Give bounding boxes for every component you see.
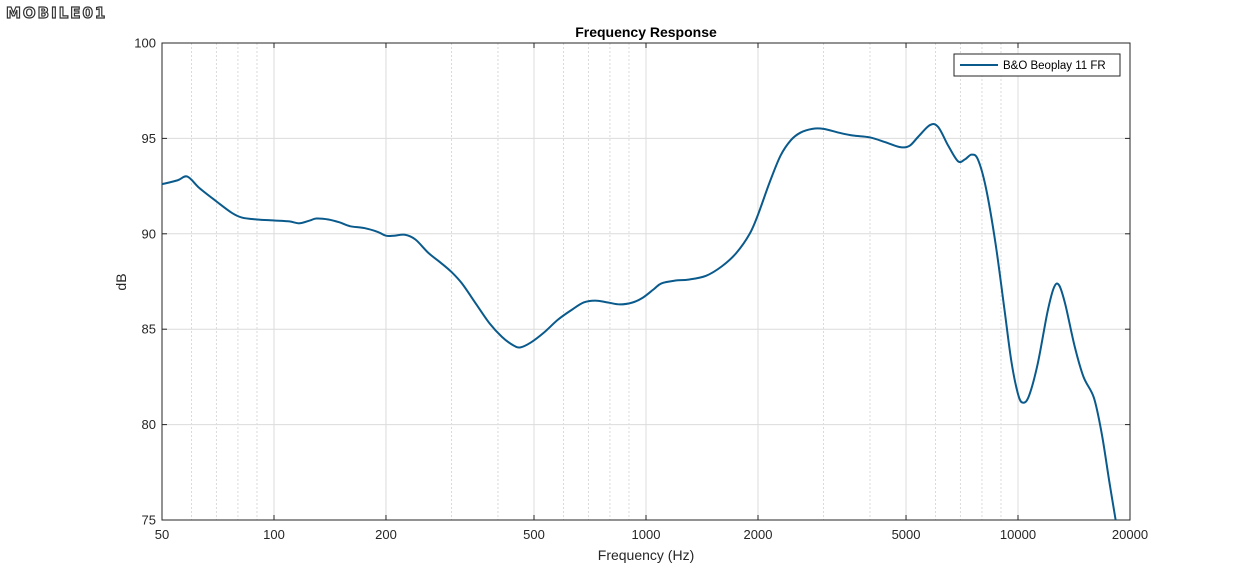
y-tick-label: 85 bbox=[142, 322, 156, 337]
y-tick-label: 75 bbox=[142, 513, 156, 528]
x-axis-label: Frequency (Hz) bbox=[598, 547, 694, 563]
x-tick-label: 2000 bbox=[744, 527, 773, 542]
y-axis-label: dB bbox=[113, 273, 129, 290]
x-tick-label: 500 bbox=[523, 527, 545, 542]
grid-layer bbox=[162, 43, 1130, 520]
y-tick-label: 80 bbox=[142, 417, 156, 432]
legend: B&O Beoplay 11 FR bbox=[953, 53, 1121, 77]
watermark-text: MOBILE01 bbox=[5, 3, 108, 22]
y-tick-label: 100 bbox=[134, 36, 156, 51]
x-tick-label: 10000 bbox=[1000, 527, 1036, 542]
y-tick-label: 95 bbox=[142, 131, 156, 146]
series-layer bbox=[161, 123, 1117, 521]
legend-box bbox=[953, 53, 1121, 77]
series-line bbox=[161, 123, 1117, 521]
legend-label: B&O Beoplay 11 FR bbox=[1003, 60, 1106, 72]
x-tick-label: 5000 bbox=[892, 527, 921, 542]
x-tick-label: 200 bbox=[375, 527, 397, 542]
watermark-logo: MOBILE01 bbox=[5, 3, 108, 22]
chart-title: Frequency Response bbox=[575, 24, 717, 40]
x-tick-label: 20000 bbox=[1112, 527, 1148, 542]
x-tick-label: 50 bbox=[155, 527, 169, 542]
x-tick-label: 1000 bbox=[632, 527, 661, 542]
tick-layer: 50 100 200 500 1000 2000 5000 10000 20000 75 80 85 9… bbox=[134, 36, 1148, 543]
y-tick-label: 90 bbox=[142, 226, 156, 241]
x-tick-label: 100 bbox=[263, 527, 285, 542]
